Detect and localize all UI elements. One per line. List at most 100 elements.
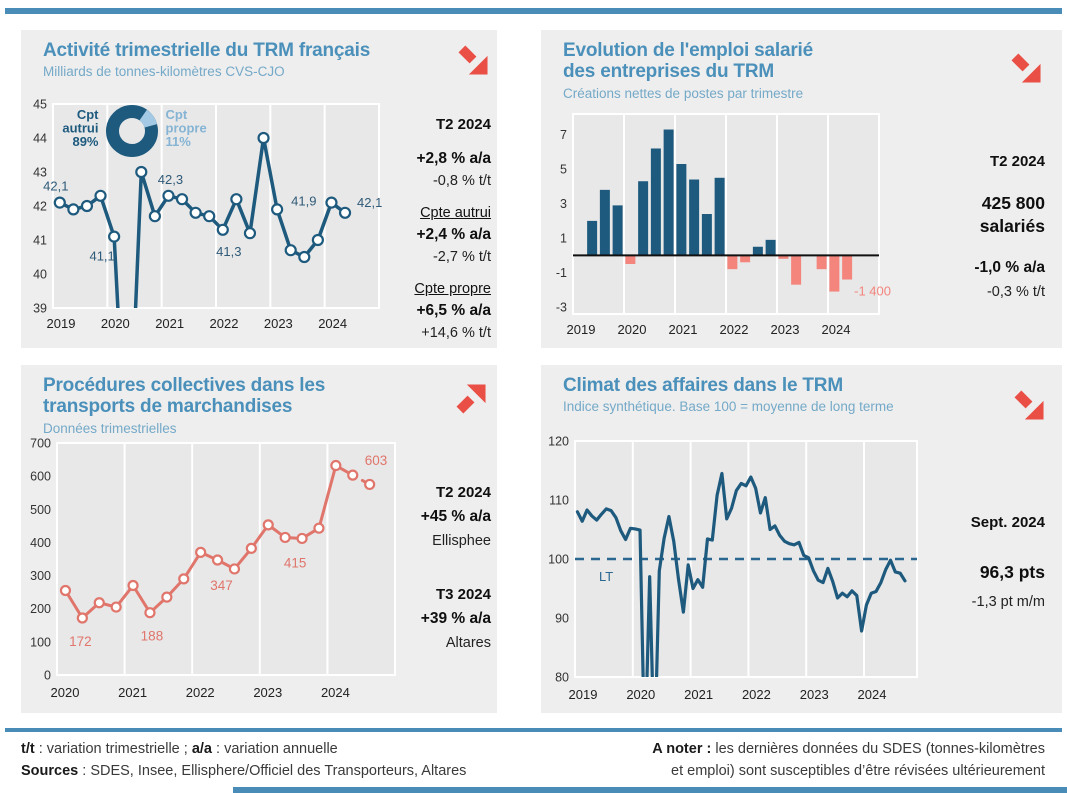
svg-text:42,1: 42,1 xyxy=(43,179,68,194)
stats-emploi: T2 2024 425 800 salariés -1,0 % a/a -0,3… xyxy=(974,150,1045,304)
svg-text:1: 1 xyxy=(560,232,567,246)
svg-text:autrui: autrui xyxy=(62,121,98,136)
svg-text:Cpt: Cpt xyxy=(77,107,99,122)
svg-text:42,3: 42,3 xyxy=(158,172,183,187)
svg-text:2021: 2021 xyxy=(669,322,698,337)
svg-text:44: 44 xyxy=(33,132,47,146)
svg-text:2023: 2023 xyxy=(800,687,829,702)
svg-text:2020: 2020 xyxy=(618,322,647,337)
svg-text:propre: propre xyxy=(166,121,207,136)
stat-source-1: Ellisphee xyxy=(432,533,491,549)
panel-subtitle: Indice synthétique. Base 100 = moyenne d… xyxy=(563,399,894,414)
svg-text:2020: 2020 xyxy=(101,316,130,331)
svg-text:0: 0 xyxy=(44,669,51,683)
svg-text:2019: 2019 xyxy=(569,687,598,702)
stat-propre-tt: +14,6 % t/t xyxy=(421,325,491,341)
trend-down-arrow-icon xyxy=(1011,53,1041,83)
note-line-1: A noter : les dernières données du SDES … xyxy=(652,738,1045,760)
footer-note: A noter : les dernières données du SDES … xyxy=(652,738,1045,782)
stats-procedures: T2 2024 +45 % a/a Ellisphee T3 2024 +39 … xyxy=(421,481,491,655)
svg-text:89%: 89% xyxy=(72,134,98,149)
svg-text:2021: 2021 xyxy=(118,685,147,700)
abbr-aa: a/a xyxy=(191,741,212,757)
svg-text:600: 600 xyxy=(30,470,51,484)
svg-text:41,9: 41,9 xyxy=(291,193,316,208)
svg-text:2023: 2023 xyxy=(253,685,282,700)
svg-text:2022: 2022 xyxy=(720,322,749,337)
stat-total-aa: +2,8 % a/a xyxy=(416,150,491,167)
svg-text:400: 400 xyxy=(30,536,51,550)
top-accent-bar xyxy=(5,8,1062,14)
svg-text:100: 100 xyxy=(30,635,51,649)
stat-period-2: T3 2024 xyxy=(435,586,491,603)
svg-text:700: 700 xyxy=(30,437,51,451)
svg-text:Cpt: Cpt xyxy=(166,107,188,122)
svg-text:300: 300 xyxy=(30,569,51,583)
stat-period-1: T2 2024 xyxy=(435,484,491,501)
stat-propre-aa: +6,5 % a/a xyxy=(416,302,491,319)
svg-text:2021: 2021 xyxy=(684,687,713,702)
svg-text:172: 172 xyxy=(69,634,92,649)
svg-text:LT: LT xyxy=(599,569,613,584)
svg-text:2020: 2020 xyxy=(626,687,655,702)
svg-text:2019: 2019 xyxy=(567,322,596,337)
svg-text:7: 7 xyxy=(560,128,567,142)
stat-autrui-label: Cpte autrui xyxy=(420,205,491,221)
bottom-accent-bar xyxy=(233,787,1067,793)
panel-subtitle: Données trimestrielles xyxy=(43,421,177,436)
panel-title: Climat des affaires dans le TRM xyxy=(563,375,843,396)
stat-aa-2: +39 % a/a xyxy=(420,610,491,627)
svg-text:500: 500 xyxy=(30,503,51,517)
svg-text:41,3: 41,3 xyxy=(216,244,241,259)
panel-title: Procédures collectives dans les transpor… xyxy=(43,375,326,418)
svg-text:-1 400: -1 400 xyxy=(854,284,891,299)
svg-text:603: 603 xyxy=(365,453,388,468)
stat-aa: -1,0 % a/a xyxy=(974,259,1045,276)
svg-text:41: 41 xyxy=(33,234,47,248)
footer-sources-line: Sources : SDES, Insee, Ellisphere/Offici… xyxy=(21,760,466,782)
svg-text:39: 39 xyxy=(33,302,47,316)
note-line-2: et emploi) sont susceptibles d’être révi… xyxy=(671,763,1045,779)
svg-text:188: 188 xyxy=(141,629,164,644)
svg-text:2022: 2022 xyxy=(186,685,215,700)
stat-headcount: 425 800 xyxy=(981,193,1045,213)
svg-text:42: 42 xyxy=(33,200,47,214)
svg-text:-3: -3 xyxy=(556,301,567,315)
svg-text:100: 100 xyxy=(548,553,569,567)
stats-activite: T2 2024 +2,8 % a/a -0,8 % t/t Cpte autru… xyxy=(414,114,491,344)
panel-climat: Climat des affaires dans le TRM Indice s… xyxy=(541,365,1062,713)
svg-text:2022: 2022 xyxy=(210,316,239,331)
stat-period: T2 2024 xyxy=(989,153,1045,170)
svg-text:2019: 2019 xyxy=(47,316,76,331)
stat-mm: -1,3 pt m/m xyxy=(971,594,1045,610)
stat-autrui-aa: +2,4 % a/a xyxy=(416,226,491,243)
svg-text:80: 80 xyxy=(555,671,569,685)
stat-period: T2 2024 xyxy=(435,116,491,133)
panel-activite: Activité trimestrielle du TRM français M… xyxy=(21,30,497,348)
sources-label: Sources xyxy=(21,763,79,779)
svg-text:120: 120 xyxy=(548,435,569,449)
trm-activity-chart: 39 40 41 42 43 44 45 2019 2020 2021 2022 2023 2024 42… xyxy=(33,98,382,332)
panel-subtitle: Milliards de tonnes-kilomètres CVS-CJO xyxy=(43,64,285,79)
svg-text:2024: 2024 xyxy=(858,687,887,702)
stat-total-tt: -0,8 % t/t xyxy=(432,173,491,189)
stat-period: Sept. 2024 xyxy=(970,514,1045,531)
insolvencies-chart: 0 100 200 300 400 500 600 700 2020 2021 2022 2023 20… xyxy=(30,437,396,700)
abbr-tt: t/t xyxy=(21,741,35,757)
svg-text:40: 40 xyxy=(33,268,47,282)
svg-text:200: 200 xyxy=(30,602,51,616)
svg-text:11%: 11% xyxy=(166,134,192,149)
stat-propre-label: Cpte propre xyxy=(414,281,491,297)
svg-text:347: 347 xyxy=(210,578,233,593)
svg-text:90: 90 xyxy=(555,612,569,626)
abbr-tt-text: : variation trimestrielle ; xyxy=(34,741,192,757)
panel-title: Activité trimestrielle du TRM français xyxy=(43,40,371,61)
svg-text:43: 43 xyxy=(33,166,47,180)
stats-climat: Sept. 2024 96,3 pts -1,3 pt m/m xyxy=(971,511,1045,614)
stat-autrui-tt: -2,7 % t/t xyxy=(432,249,491,265)
svg-text:2024: 2024 xyxy=(321,685,350,700)
trend-up-arrow-icon xyxy=(456,384,486,414)
svg-text:2024: 2024 xyxy=(318,316,347,331)
stat-source-2: Altares xyxy=(445,635,491,651)
footer-divider xyxy=(5,728,1062,732)
